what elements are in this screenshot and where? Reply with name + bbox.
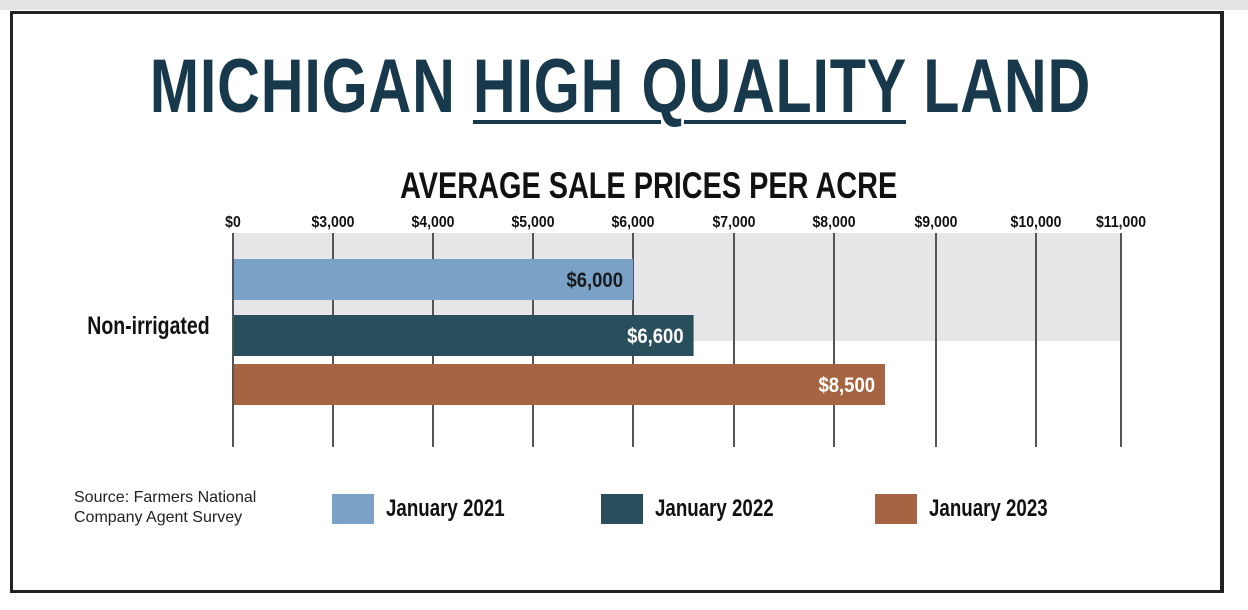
tick-label: $10,000 [1011,213,1062,231]
source-line: Source: Farmers National [74,489,257,506]
bar [234,364,885,405]
subtitle-text: AVERAGE SALE PRICES PER ACRE [399,165,898,206]
source-note: Source: Farmers National Company Agent S… [74,488,256,528]
title-part: LAND [905,44,1091,129]
tick-label: $8,000 [812,213,855,231]
legend-label: January 2023 [929,495,1048,522]
legend-item: January 2021 [332,494,538,524]
tick-label: $4,000 [411,213,454,231]
legend-label: January 2022 [655,495,774,522]
tick-label: $9,000 [914,213,957,231]
legend-item: January 2022 [601,494,807,524]
bar [234,259,633,300]
tick-label: $5,000 [511,213,554,231]
chart-title: MICHIGAN HIGH QUALITY LAND [0,42,1240,132]
tick-label: $0 [225,213,241,231]
chart-subtitle: AVERAGE SALE PRICES PER ACRE [0,164,1248,208]
bar-value-label: $6,600 [627,325,683,348]
legend-label: January 2021 [386,495,505,522]
tick-label: $7,000 [712,213,755,231]
title-underlined: HIGH QUALITY [472,44,906,129]
tick-label: $6,000 [611,213,654,231]
category-text: Non-irrigated [86,312,210,340]
category-label: Non-irrigated [48,312,248,341]
source-line: Company Agent Survey [74,509,243,526]
legend-swatch [601,494,643,524]
top-strip [0,0,1248,10]
title-part: MICHIGAN [149,44,473,129]
bar-value-label: $8,500 [819,374,875,397]
legend-swatch [332,494,374,524]
bar-value-label: $6,000 [567,269,623,292]
legend-item: January 2023 [875,494,1081,524]
tick-label: $3,000 [311,213,354,231]
legend-swatch [875,494,917,524]
bar [234,315,694,356]
tick-label: $11,000 [1096,213,1146,231]
